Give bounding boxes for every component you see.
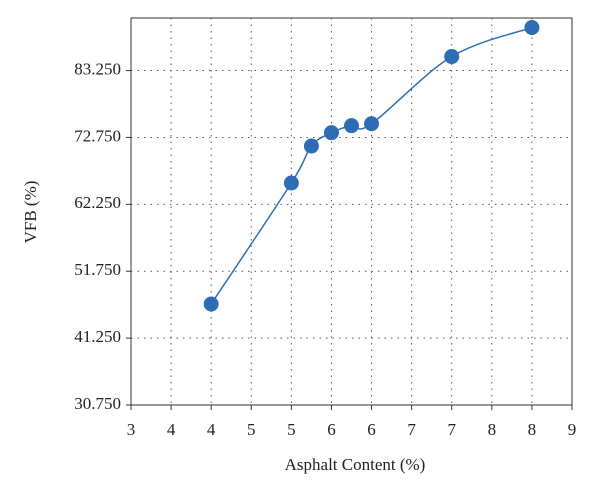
x-tick-label: 8 (488, 420, 497, 439)
point (364, 116, 380, 132)
point (203, 296, 219, 312)
point (303, 138, 319, 154)
line (210, 26, 533, 305)
x-tick-label: 7 (407, 420, 416, 439)
x-tick-label: 3 (127, 420, 136, 439)
x-tick-label: 6 (367, 420, 376, 439)
x-tick-label: 9 (568, 420, 577, 439)
y-tick-label: 41.250 (74, 327, 121, 346)
x-axis-label: Asphalt Content (%) (285, 455, 426, 474)
x-tick-label: 5 (247, 420, 256, 439)
y-tick-label: 62.250 (74, 193, 121, 212)
y-axis-label: VFB (%) (21, 181, 40, 244)
plot-frame (130, 17, 573, 406)
x-tick-label: 5 (287, 420, 296, 439)
x-tick-label: 4 (207, 420, 216, 439)
y-tick-label: 30.750 (74, 394, 121, 413)
point (283, 175, 299, 191)
y-tick-label: 72.750 (74, 126, 121, 145)
y-tick-label: 83.250 (74, 59, 121, 78)
point (344, 118, 359, 134)
x-tick-label: 7 (447, 420, 456, 439)
point (323, 125, 339, 141)
y-tick-label: 51.750 (74, 260, 121, 279)
x-tick-label: 6 (327, 420, 336, 439)
point (524, 20, 540, 36)
x-tick-label: 4 (167, 420, 176, 439)
point (444, 49, 460, 65)
x-tick-label: 8 (528, 420, 537, 439)
